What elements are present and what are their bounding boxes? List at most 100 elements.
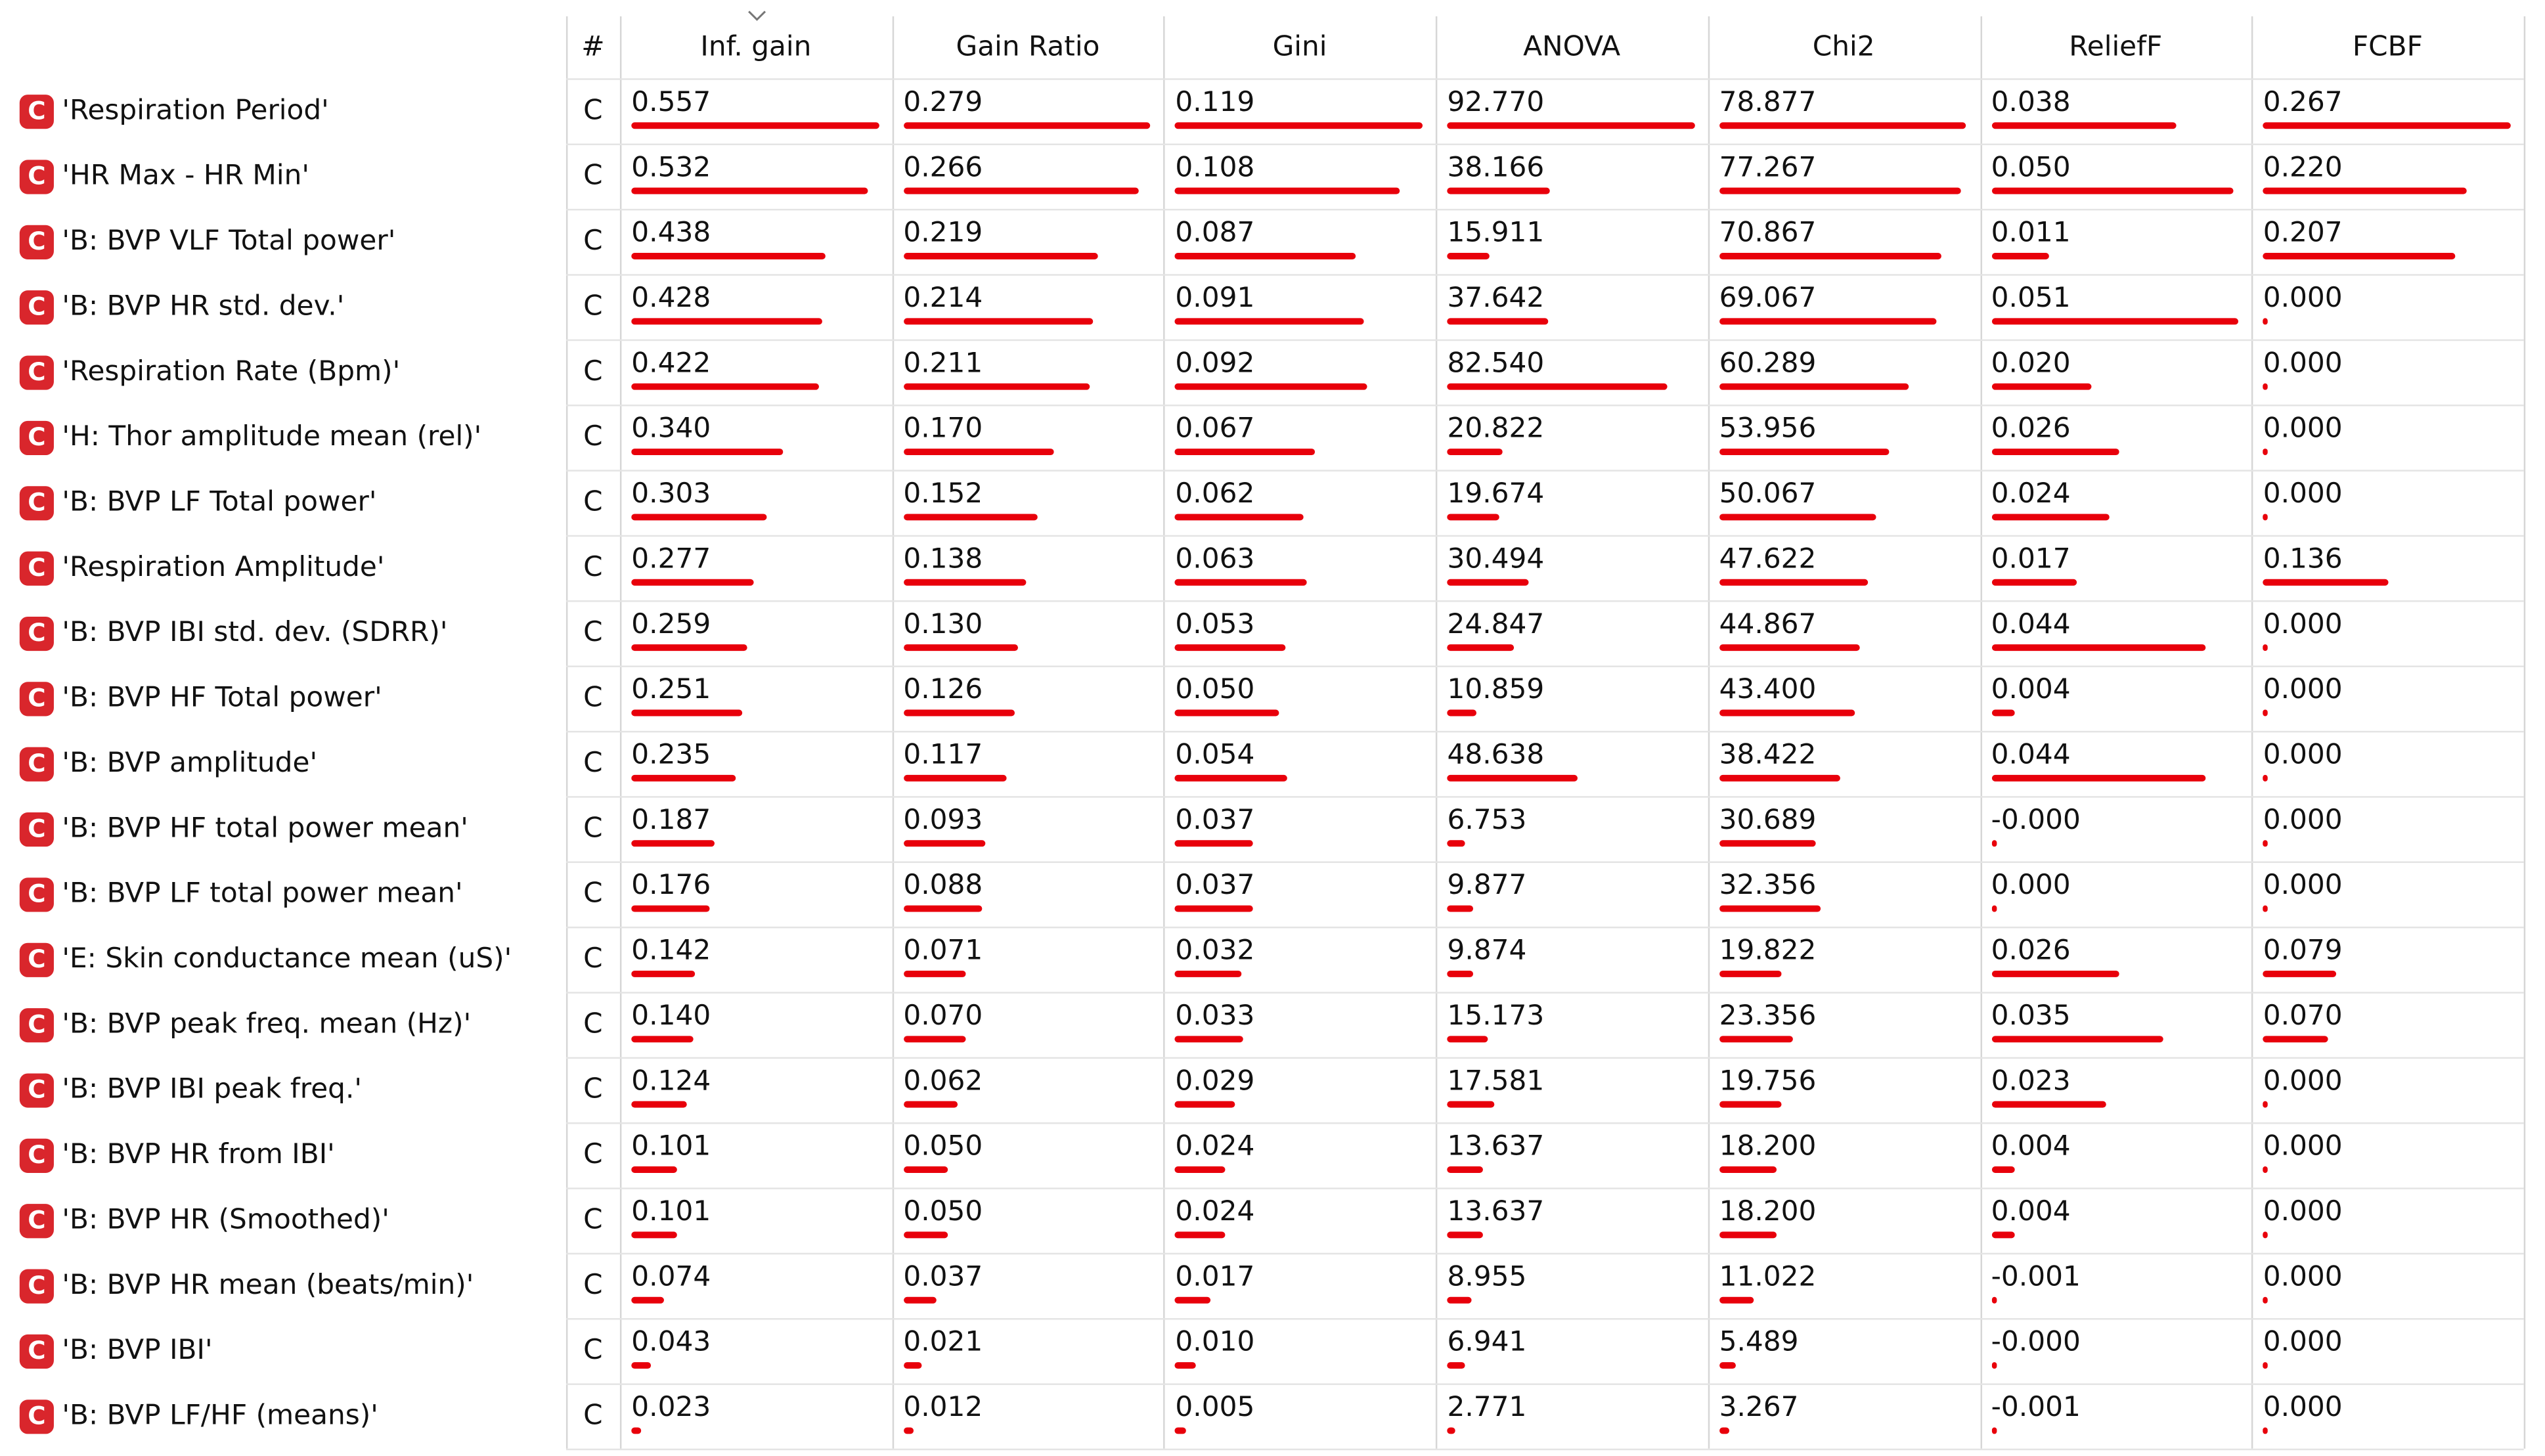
score-value: 92.770 (1447, 86, 1545, 120)
score-bar (1991, 383, 2091, 390)
score-bar (1991, 970, 2120, 977)
row-divider (565, 992, 2524, 994)
feature-type: C (583, 812, 603, 845)
score-bar (903, 253, 1098, 259)
feature-name[interactable]: 'B: BVP LF/HF (means)' (62, 1400, 378, 1432)
row-divider (565, 1318, 2524, 1320)
score-value: 0.074 (631, 1261, 711, 1294)
row-divider (565, 470, 2524, 472)
feature-name[interactable]: 'B: BVP HF total power mean' (62, 812, 468, 845)
feature-name[interactable]: 'Respiration Rate (Bpm)' (62, 355, 401, 389)
score-bar (1175, 1427, 1186, 1434)
column-header[interactable]: Gini (1272, 31, 1327, 64)
score-value: 60.289 (1719, 347, 1817, 380)
variable-icon: C (19, 1400, 54, 1434)
row-divider (565, 730, 2524, 733)
score-value: 0.010 (1175, 1326, 1255, 1359)
score-value: 0.091 (1175, 282, 1255, 315)
score-bar (1175, 774, 1288, 782)
score-value: 0.211 (903, 347, 983, 380)
score-bar (1719, 840, 1816, 847)
feature-name[interactable]: 'B: BVP HR std. dev.' (62, 290, 345, 323)
score-bar (631, 318, 822, 325)
score-bar (1175, 1296, 1211, 1304)
score-value: 0.101 (631, 1195, 711, 1229)
feature-name[interactable]: 'E: Skin conductance mean (uS)' (62, 942, 512, 976)
score-value: 0.219 (903, 217, 983, 250)
score-bar (631, 644, 747, 651)
column-header[interactable]: ANOVA (1523, 31, 1621, 64)
score-value: 0.035 (1991, 1000, 2071, 1033)
score-bar (1175, 905, 1252, 912)
score-bar (1447, 970, 1474, 977)
score-bar (903, 644, 1019, 651)
feature-name[interactable]: 'B: BVP peak freq. mean (Hz)' (62, 1008, 472, 1041)
variable-icon: C (19, 355, 54, 390)
score-bar (1719, 514, 1876, 521)
feature-name[interactable]: 'B: BVP LF total power mean' (62, 877, 463, 911)
column-header[interactable]: Inf. gain (700, 31, 812, 64)
score-value: 0.067 (1175, 412, 1255, 446)
score-value: 8.955 (1447, 1261, 1527, 1294)
feature-name[interactable]: 'B: BVP IBI peak freq.' (62, 1073, 363, 1107)
score-value: 0.050 (903, 1195, 983, 1229)
score-value: 0.004 (1991, 673, 2071, 707)
score-bar (2263, 905, 2268, 912)
feature-name[interactable]: 'B: BVP IBI' (62, 1334, 213, 1367)
score-bar (631, 449, 783, 456)
score-value: 9.874 (1447, 935, 1527, 967)
score-value: 18.200 (1719, 1195, 1817, 1229)
score-value: 0.138 (903, 543, 983, 576)
variable-icon: C (19, 1138, 54, 1173)
feature-name[interactable]: 'B: BVP HR mean (beats/min)' (62, 1269, 474, 1302)
feature-name[interactable]: 'B: BVP amplitude' (62, 747, 318, 780)
feature-name[interactable]: 'B: BVP LF Total power' (62, 486, 377, 519)
column-header[interactable]: Chi2 (1812, 31, 1875, 64)
feature-name[interactable]: 'B: BVP HR from IBI' (62, 1138, 335, 1172)
score-bar (2263, 1296, 2268, 1304)
variable-icon: C (19, 1334, 54, 1369)
score-bar (631, 1362, 651, 1369)
score-bar (2263, 1362, 2268, 1369)
score-bar (903, 840, 986, 847)
score-value: -0.000 (1991, 804, 2081, 837)
score-value: 0.037 (903, 1261, 983, 1294)
score-value: 0.000 (2263, 347, 2343, 380)
score-value: 0.000 (2263, 739, 2343, 772)
score-value: 5.489 (1719, 1326, 1799, 1359)
feature-name[interactable]: 'B: BVP IBI std. dev. (SDRR)' (62, 616, 448, 650)
column-header[interactable]: ReliefF (2069, 31, 2163, 64)
score-value: 0.051 (1991, 282, 2071, 315)
feature-type: C (583, 942, 603, 976)
feature-name[interactable]: 'B: BVP VLF Total power' (62, 225, 396, 258)
score-bar (1175, 1231, 1226, 1239)
score-bar (1719, 383, 1909, 390)
score-bar (1447, 1166, 1484, 1173)
score-bar (1175, 644, 1286, 651)
feature-name[interactable]: 'B: BVP HF Total power' (62, 682, 382, 715)
score-bar (1175, 187, 1400, 194)
feature-name[interactable]: 'Respiration Amplitude' (62, 551, 385, 585)
row-divider (565, 274, 2524, 276)
score-bar (903, 774, 1007, 782)
score-value: 0.214 (903, 282, 983, 315)
column-header[interactable]: FCBF (2352, 31, 2423, 64)
column-header[interactable]: Gain Ratio (956, 31, 1100, 64)
feature-name[interactable]: 'HR Max - HR Min' (62, 160, 309, 193)
score-value: 0.532 (631, 152, 711, 185)
score-bar (2263, 644, 2268, 651)
score-value: 30.689 (1719, 804, 1817, 837)
variable-icon: C (19, 420, 54, 456)
score-bar (1991, 1036, 2163, 1043)
score-bar (1447, 709, 1476, 717)
score-value: 0.235 (631, 739, 711, 772)
score-value: 13.637 (1447, 1130, 1545, 1164)
score-bar (2263, 122, 2511, 129)
feature-type: C (583, 682, 603, 715)
column-header[interactable]: # (581, 31, 605, 64)
score-value: 20.822 (1447, 412, 1545, 446)
feature-name[interactable]: 'H: Thor amplitude mean (rel)' (62, 420, 482, 454)
feature-name[interactable]: 'Respiration Period' (62, 95, 329, 127)
score-bar (2263, 1101, 2268, 1108)
feature-name[interactable]: 'B: BVP HR (Smoothed)' (62, 1204, 389, 1237)
